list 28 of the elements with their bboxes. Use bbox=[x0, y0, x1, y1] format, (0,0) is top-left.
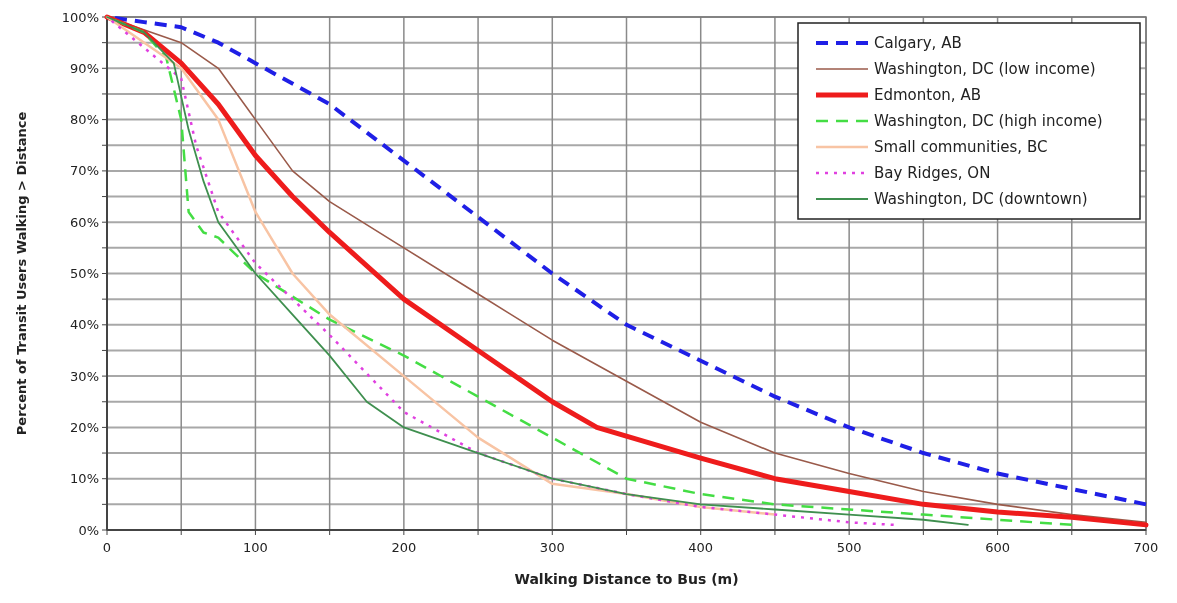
x-tick-label: 300 bbox=[539, 540, 565, 555]
legend-label: Calgary, AB bbox=[874, 34, 962, 53]
legend-label: Small communities, BC bbox=[874, 138, 1048, 157]
x-axis-title: Walking Distance to Bus (m) bbox=[514, 571, 739, 587]
y-tick-label: 100% bbox=[61, 9, 99, 25]
legend-label: Washington, DC (low income) bbox=[874, 60, 1096, 79]
x-tick-label: 700 bbox=[1133, 540, 1159, 555]
y-tick-label: 30% bbox=[70, 368, 99, 384]
y-tick-label: 40% bbox=[70, 317, 99, 333]
x-tick-label: 0 bbox=[102, 540, 112, 555]
x-tick-label: 500 bbox=[836, 540, 862, 555]
x-tick-label: 400 bbox=[688, 540, 714, 555]
x-tick-label: 200 bbox=[391, 540, 417, 555]
legend-label: Washington, DC (high income) bbox=[874, 112, 1103, 131]
y-tick-label: 50% bbox=[70, 266, 99, 282]
y-axis-title: Percent of Transit Users Walking > Distance bbox=[14, 111, 29, 436]
y-tick-label: 80% bbox=[70, 112, 99, 128]
legend-label: Edmonton, AB bbox=[874, 86, 981, 105]
x-tick-label: 600 bbox=[985, 540, 1010, 555]
y-tick-label: 60% bbox=[70, 214, 99, 230]
legend-label: Washington, DC (downtown) bbox=[874, 190, 1088, 209]
x-tick-label: 100 bbox=[243, 540, 268, 555]
y-tick-label: 70% bbox=[70, 163, 99, 179]
y-tick-label: 90% bbox=[70, 60, 99, 76]
y-tick-label: 10% bbox=[70, 471, 99, 487]
y-tick-label: 0% bbox=[78, 522, 99, 538]
y-tick-label: 20% bbox=[70, 419, 99, 435]
legend-label: Bay Ridges, ON bbox=[874, 164, 991, 183]
